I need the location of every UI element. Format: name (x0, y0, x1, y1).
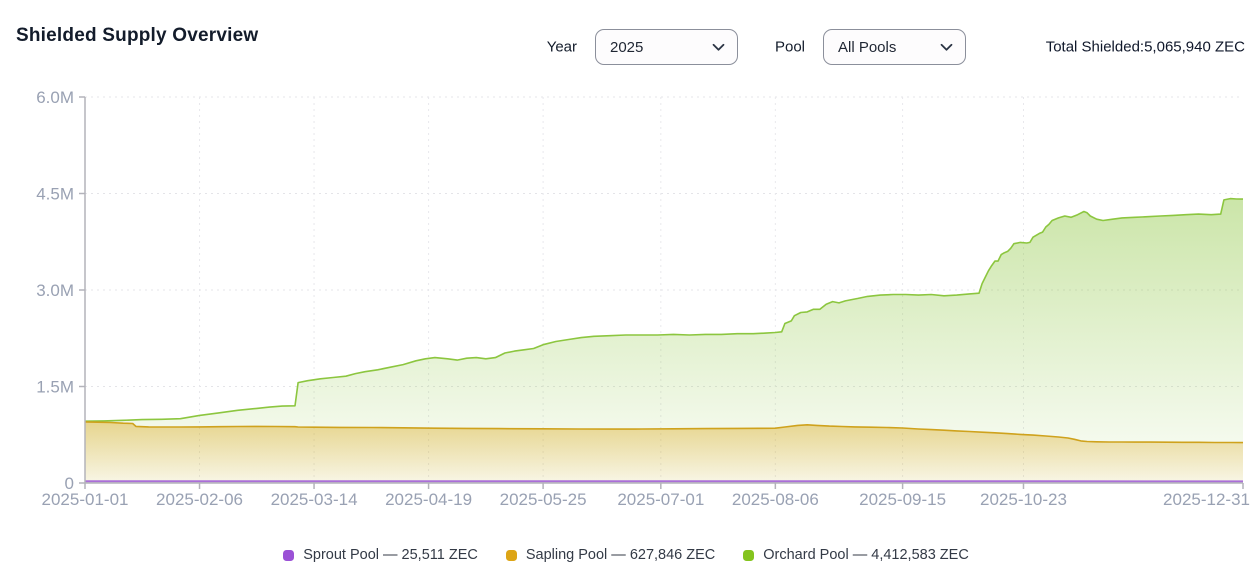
x-tick-label: 2025-08-06 (732, 490, 819, 509)
y-tick-label: 6.0M (36, 88, 74, 107)
header: Shielded Supply Overview Year 2025 Pool … (0, 0, 1252, 72)
orchard-line (84, 197, 1244, 422)
chevron-down-icon (940, 43, 953, 52)
sprout-swatch-icon (283, 549, 295, 561)
x-tick-label: 2025-04-19 (385, 490, 472, 509)
orchard-swatch-icon (743, 549, 755, 561)
chart-svg: 0 1.5M 3.0M 4.5M 6.0M 2025-01-01 2025-02-06 202… (36, 88, 1250, 509)
x-tick-label: 2025-01-01 (42, 490, 129, 509)
y-tick-label: 1.5M (36, 378, 74, 397)
legend-item-orchard: Orchard Pool — 4,412,583 ZEC (743, 547, 969, 563)
legend-label-sapling: Sapling Pool — 627,846 ZEC (525, 547, 716, 563)
x-tick-label: 2025-03-14 (271, 490, 358, 509)
x-tick-label: 2025-02-06 (156, 490, 243, 509)
chevron-down-icon (712, 43, 725, 52)
pool-select[interactable]: All Pools (823, 29, 966, 65)
sapling-area (85, 421, 1243, 483)
orchard-area (85, 198, 1243, 483)
year-label: Year (546, 38, 577, 56)
x-tick-label: 2025-09-15 (859, 490, 946, 509)
year-select[interactable]: 2025 (595, 29, 738, 65)
sapling-swatch-icon (505, 549, 517, 561)
page-title: Shielded Supply Overview (16, 25, 259, 46)
x-tick-label: 2025-07-01 (617, 490, 704, 509)
chart-legend: Sprout Pool — 25,511 ZEC Sapling Pool — … (0, 540, 1252, 570)
legend-item-sprout: Sprout Pool — 25,511 ZEC (283, 547, 478, 563)
x-tick-label: 2025-10-23 (980, 490, 1067, 509)
year-select-value: 2025 (610, 38, 644, 56)
shielded-supply-chart: 0 1.5M 3.0M 4.5M 6.0M 2025-01-01 2025-02-06 202… (36, 88, 1250, 509)
x-tick-label: 2025-12-31 (1163, 490, 1250, 509)
legend-label-sprout: Sprout Pool — 25,511 ZEC (303, 547, 478, 563)
pool-select-value: All Pools (838, 38, 897, 56)
y-tick-label: 3.0M (36, 281, 74, 300)
legend-label-orchard: Orchard Pool — 4,412,583 ZEC (763, 547, 969, 563)
y-tick-label: 4.5M (36, 185, 74, 204)
legend-item-sapling: Sapling Pool — 627,846 ZEC (505, 547, 716, 563)
total-shielded-value: Total Shielded:5,065,940 ZEC (1045, 38, 1245, 56)
sapling-line (84, 421, 1244, 444)
y-tick-label: 0 (65, 474, 74, 493)
x-tick-label: 2025-05-25 (500, 490, 587, 509)
pool-label: Pool (774, 38, 805, 56)
